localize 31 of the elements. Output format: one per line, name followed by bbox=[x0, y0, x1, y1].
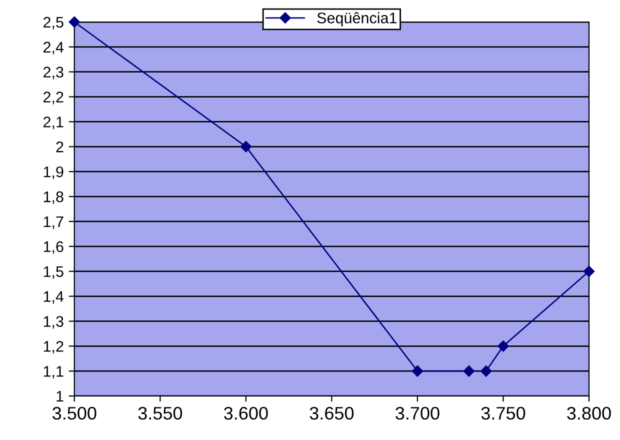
point bbox=[480, 365, 492, 377]
y-tick-label: 2,1 bbox=[44, 116, 64, 130]
y-tick-label: 1,3 bbox=[44, 316, 64, 329]
y-tick-label: 2,4 bbox=[44, 42, 64, 54]
y-tick-label: 1,9 bbox=[44, 166, 64, 180]
y-tick-label: 1,6 bbox=[44, 241, 64, 254]
y-tick-label: 1,7 bbox=[44, 216, 64, 229]
point bbox=[412, 365, 424, 377]
y-tick-label: 2 bbox=[56, 142, 64, 152]
point bbox=[463, 365, 475, 377]
point bbox=[498, 340, 509, 352]
x-tick-label: 3.500 bbox=[52, 406, 96, 420]
point bbox=[240, 141, 252, 152]
x-tick-label: 3.700 bbox=[396, 406, 440, 420]
y-tick-label: 1,8 bbox=[44, 191, 64, 204]
x-tick-label: 3.600 bbox=[224, 406, 268, 420]
y-tick-label: 1,2 bbox=[44, 341, 64, 354]
y-tick-label: 1,5 bbox=[44, 266, 64, 279]
y-tick-label: 2,3 bbox=[44, 66, 64, 80]
y-tick-label: 1,4 bbox=[44, 291, 64, 304]
y-tick-label: 2,5 bbox=[44, 16, 64, 30]
x-tick-label: 3.800 bbox=[567, 406, 611, 420]
y-tick-label: 1 bbox=[56, 391, 64, 402]
y-tick-label: 2,2 bbox=[44, 92, 64, 104]
point bbox=[583, 266, 595, 277]
y-tick-label: 1,1 bbox=[44, 366, 64, 379]
point bbox=[68, 16, 80, 28]
x-tick-label: 3.550 bbox=[138, 406, 182, 420]
legend-label: Seqüência1 bbox=[317, 12, 397, 26]
x-tick-label: 3.750 bbox=[481, 406, 526, 420]
x-tick-label: 3.650 bbox=[310, 406, 354, 420]
